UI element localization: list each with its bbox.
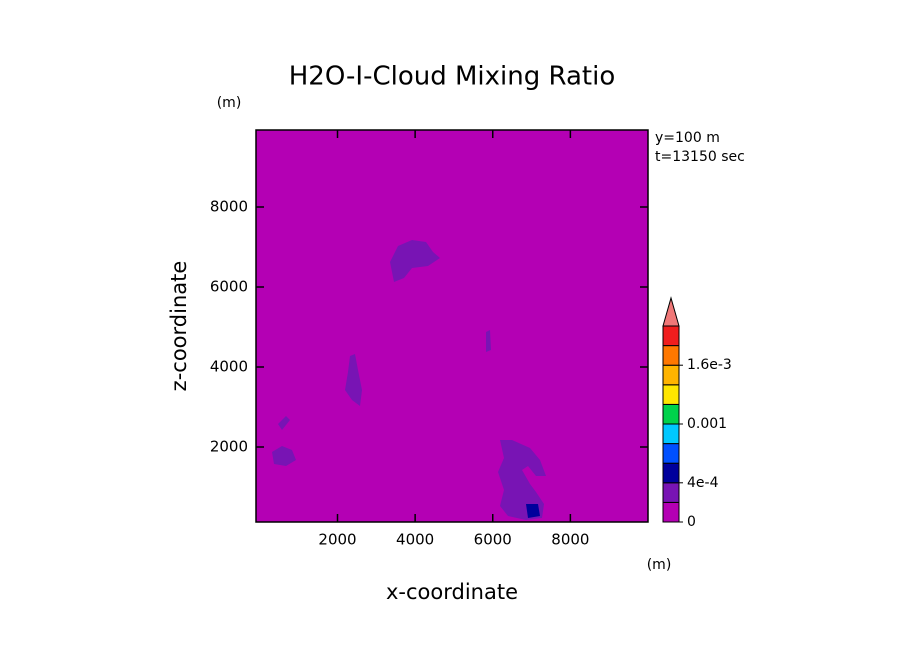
y-tick-label: 8000 [210,198,248,216]
contour-region [498,440,546,520]
colorbar-extend [662,296,680,327]
y-tick-label: 2000 [210,438,248,456]
colorbar-segment [662,364,680,386]
colorbar-segment [662,423,680,445]
plot-frame [255,129,649,523]
colorbar-tick-label: 4e-4 [687,475,719,491]
contour-background [256,130,648,522]
colorbar-segment [662,384,680,405]
x-tick-label: 4000 [396,531,434,549]
contour-region [345,354,362,406]
y-axis-label: z-coordinate [167,261,191,392]
x-tick-label: 2000 [318,531,356,549]
annotation: y=100 m [655,130,720,146]
x-axis-label: x-coordinate [386,580,518,604]
colorbar-segment [662,345,680,366]
colorbar-segment [662,443,680,464]
colorbar-segment [662,403,680,425]
annotation: t=13150 sec [655,149,745,165]
colorbar-tick-label: 0 [687,514,696,530]
contour-region [486,330,491,352]
x-unit: (m) [647,557,672,573]
contour-region [278,416,290,430]
contour-regions [272,240,546,520]
contour-region [526,504,540,518]
colorbar-segment [662,482,680,503]
colorbar-segment [662,325,680,347]
contour-region [390,240,440,282]
colorbar-tick-label: 1.6e-3 [687,357,732,373]
colorbar-segment [662,501,680,523]
chart-title: H2O-I-Cloud Mixing Ratio [289,62,616,92]
x-tick-label: 8000 [551,531,589,549]
colorbar-tick-label: 0.001 [687,416,727,432]
y-unit: (m) [217,95,242,111]
plot-area [255,129,649,523]
contour-region [272,446,296,466]
colorbar-segment [662,462,680,484]
y-tick-label: 4000 [210,358,248,376]
x-tick-label: 6000 [474,531,512,549]
y-tick-label: 6000 [210,278,248,296]
